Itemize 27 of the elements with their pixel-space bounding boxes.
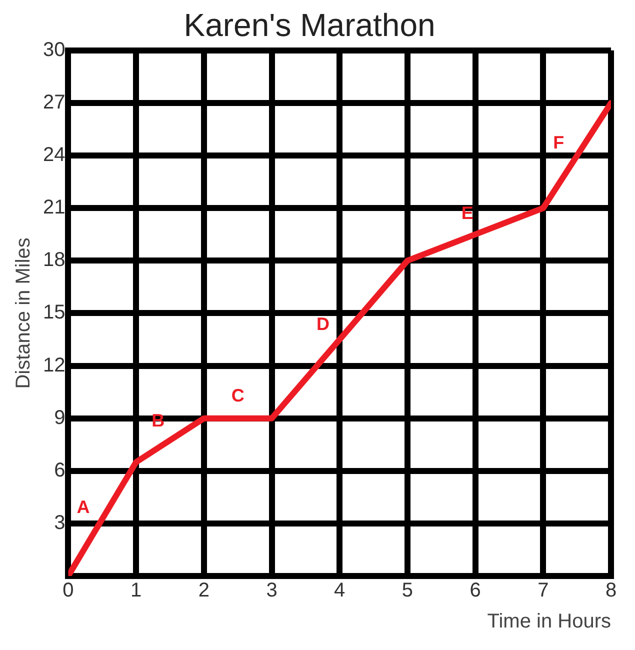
x-tick-label: 5 <box>402 580 414 602</box>
x-tick-label: 2 <box>198 580 210 602</box>
y-axis-title: Distance in Miles <box>12 238 35 389</box>
y-tick-label: 9 <box>54 406 66 429</box>
y-tick-label: 3 <box>54 512 66 534</box>
y-tick-label: 15 <box>42 302 66 324</box>
y-tick-label: 18 <box>42 249 66 272</box>
x-tick-label: 6 <box>470 580 481 602</box>
x-tick-label: 7 <box>538 580 549 602</box>
annotation: B <box>152 410 165 431</box>
y-tick-label: 21 <box>42 196 66 219</box>
annotation: F <box>553 132 564 153</box>
y-tick-label: 24 <box>42 144 66 166</box>
x-tick-label: 1 <box>130 580 142 602</box>
y-tick-label: 30 <box>42 38 66 61</box>
x-tick-label: 3 <box>266 580 278 602</box>
x-axis-title: Time in Hours <box>487 610 611 633</box>
x-tick-label: 8 <box>605 580 617 602</box>
y-tick-label: 12 <box>42 354 66 376</box>
chart-title: Karen's Marathon <box>184 7 436 44</box>
annotation: A <box>76 496 90 517</box>
annotation: D <box>316 314 330 334</box>
y-tick-label: 27 <box>42 91 66 114</box>
y-tick-label: 6 <box>54 459 66 482</box>
annotation: C <box>231 385 244 406</box>
x-tick-label: 4 <box>334 580 346 602</box>
x-tick-label: 0 <box>62 580 74 602</box>
